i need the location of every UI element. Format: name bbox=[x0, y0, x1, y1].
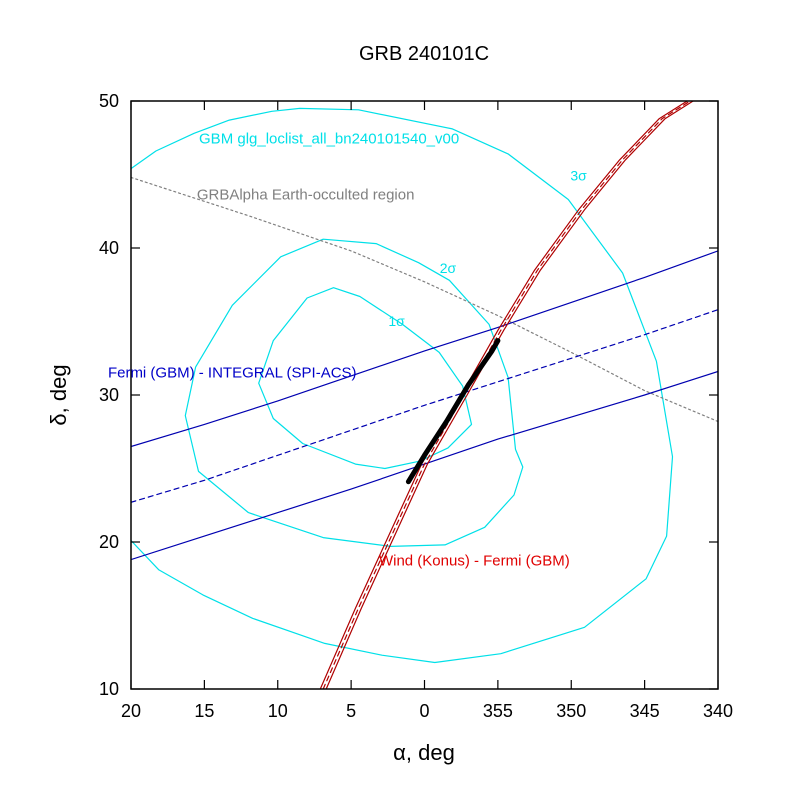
x-tick-label-0: 20 bbox=[121, 701, 141, 721]
annotation-0: GBM glg_loclist_all_bn240101540_v00 bbox=[199, 131, 459, 148]
series-line-4 bbox=[131, 250, 718, 448]
series-line-5 bbox=[131, 309, 718, 503]
contour-2sigma-1 bbox=[184, 238, 524, 547]
x-tick-label-8: 340 bbox=[703, 701, 733, 721]
x-tick-label-6: 350 bbox=[556, 701, 586, 721]
series-line-9 bbox=[322, 101, 691, 689]
x-tick-label-3: 5 bbox=[346, 701, 356, 721]
y-tick-label-3: 40 bbox=[99, 238, 119, 258]
chart-title: GRB 240101C bbox=[359, 43, 489, 65]
series-line-7 bbox=[319, 101, 688, 689]
annotation-1: GRBAlpha Earth-occulted region bbox=[197, 186, 415, 203]
annotation-2: 3σ bbox=[570, 167, 587, 183]
x-tick-label-4: 0 bbox=[419, 701, 429, 721]
annotation-layer: GBM glg_loclist_all_bn240101540_v00 GRBAl… bbox=[108, 131, 587, 570]
x-tick-label-7: 345 bbox=[630, 701, 660, 721]
annotation-4: 1σ bbox=[388, 313, 405, 329]
x-tick-label-2: 10 bbox=[268, 701, 288, 721]
intersection-segment-10 bbox=[405, 338, 501, 485]
annotation-5: Fermi (GBM) - INTEGRAL (SPI-ACS) bbox=[108, 364, 357, 381]
annotation-6: Wind (Konus) - Fermi (GBM) bbox=[379, 553, 570, 570]
y-tick-label-0: 10 bbox=[99, 679, 119, 699]
y-tick-label-2: 30 bbox=[99, 385, 119, 405]
series-layer bbox=[131, 101, 718, 689]
y-axis-label: δ, deg bbox=[46, 364, 71, 425]
x-axis-label: α, deg bbox=[393, 740, 455, 765]
annotation-3: 2σ bbox=[440, 260, 457, 276]
series-line-3 bbox=[131, 176, 718, 423]
series-line-8 bbox=[325, 101, 694, 689]
x-tick-label-5: 355 bbox=[483, 701, 513, 721]
x-tick-label-1: 15 bbox=[194, 701, 214, 721]
y-tick-label-1: 20 bbox=[99, 532, 119, 552]
series-line-6 bbox=[131, 370, 718, 561]
contour-3sigma-2 bbox=[131, 107, 674, 664]
contour-1sigma-0 bbox=[258, 287, 473, 470]
y-tick-label-4: 50 bbox=[99, 91, 119, 111]
